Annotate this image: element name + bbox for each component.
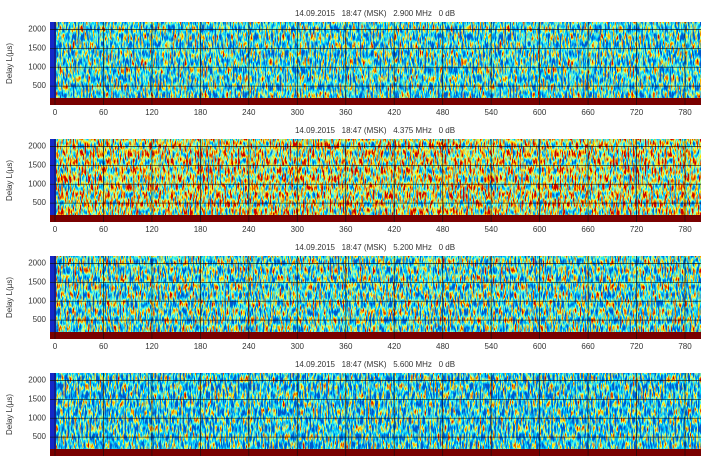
x-tick-label: 120 xyxy=(145,108,159,117)
x-tick-label: 600 xyxy=(533,225,547,234)
y-tick-label: 1000 xyxy=(28,62,46,71)
x-tick-label: 540 xyxy=(484,108,498,117)
bottom-strip xyxy=(50,449,701,456)
y-tick-label: 1500 xyxy=(28,278,46,287)
panel-title: 14.09.2015 18:47 (MSK) 2.900 MHz 0 dB xyxy=(295,9,455,18)
x-tick-label: 780 xyxy=(678,342,692,351)
y-axis-label: Delay L(µs) xyxy=(5,277,14,318)
x-tick-label: 660 xyxy=(581,108,595,117)
x-tick-label: 420 xyxy=(388,225,402,234)
bottom-strip xyxy=(50,98,701,105)
panel-title: 14.09.2015 18:47 (MSK) 5.200 MHz 0 dB xyxy=(295,243,455,252)
y-tick-label: 2000 xyxy=(28,142,46,151)
x-tick-label: 780 xyxy=(678,225,692,234)
y-tick-label: 2000 xyxy=(28,259,46,268)
y-axis-label: Delay L(µs) xyxy=(5,394,14,435)
y-tick-label: 1500 xyxy=(28,395,46,404)
x-tick-label: 480 xyxy=(436,225,450,234)
x-tick-label: 60 xyxy=(99,225,108,234)
x-tick-label: 300 xyxy=(291,225,305,234)
x-tick-label: 180 xyxy=(194,225,208,234)
x-tick-label: 60 xyxy=(99,342,108,351)
x-tick-label: 0 xyxy=(53,225,58,234)
x-tick-label: 120 xyxy=(145,225,159,234)
x-tick-label: 720 xyxy=(630,108,644,117)
spectrogram xyxy=(50,373,701,456)
y-tick-label: 500 xyxy=(33,315,47,324)
x-tick-label: 240 xyxy=(242,342,256,351)
bottom-strip xyxy=(50,215,701,222)
x-tick-label: 600 xyxy=(533,108,547,117)
y-tick-label: 500 xyxy=(33,432,47,441)
y-axis-label: Delay L(µs) xyxy=(5,160,14,201)
x-tick-label: 360 xyxy=(339,225,353,234)
page: 14.09.2015 18:47 (MSK) 2.900 MHz 0 dB Del… xyxy=(0,0,701,459)
y-tick-label: 2000 xyxy=(28,376,46,385)
x-tick-label: 360 xyxy=(339,108,353,117)
y-tick-label: 1500 xyxy=(28,44,46,53)
x-tick-label: 420 xyxy=(388,108,402,117)
y-axis-label: Delay L(µs) xyxy=(5,43,14,84)
spectrogram xyxy=(50,139,701,222)
x-tick-label: 120 xyxy=(145,342,159,351)
y-tick-label: 500 xyxy=(33,81,47,90)
x-tick-label: 180 xyxy=(194,342,208,351)
y-tick-label: 1000 xyxy=(28,296,46,305)
x-tick-label: 360 xyxy=(339,342,353,351)
spectrogram xyxy=(50,256,701,339)
y-tick-label: 1000 xyxy=(28,413,46,422)
x-tick-label: 480 xyxy=(436,342,450,351)
x-tick-label: 300 xyxy=(291,342,305,351)
x-tick-label: 180 xyxy=(194,108,208,117)
x-tick-label: 600 xyxy=(533,342,547,351)
x-tick-label: 540 xyxy=(484,342,498,351)
x-tick-label: 300 xyxy=(291,108,305,117)
panel-title: 14.09.2015 18:47 (MSK) 4.375 MHz 0 dB xyxy=(295,126,455,135)
x-tick-label: 480 xyxy=(436,108,450,117)
x-tick-label: 780 xyxy=(678,108,692,117)
x-tick-label: 660 xyxy=(581,225,595,234)
panel-title: 14.09.2015 18:47 (MSK) 5.600 MHz 0 dB xyxy=(295,360,455,369)
y-tick-label: 2000 xyxy=(28,25,46,34)
x-tick-label: 540 xyxy=(484,225,498,234)
x-tick-label: 720 xyxy=(630,342,644,351)
y-tick-label: 1000 xyxy=(28,179,46,188)
y-tick-label: 1500 xyxy=(28,161,46,170)
x-tick-label: 240 xyxy=(242,225,256,234)
x-tick-label: 60 xyxy=(99,108,108,117)
x-tick-label: 420 xyxy=(388,342,402,351)
bottom-strip xyxy=(50,332,701,339)
x-tick-label: 720 xyxy=(630,225,644,234)
x-tick-label: 0 xyxy=(53,342,58,351)
x-tick-label: 660 xyxy=(581,342,595,351)
spectrogram xyxy=(50,22,701,105)
y-tick-label: 500 xyxy=(33,198,47,207)
x-tick-label: 240 xyxy=(242,108,256,117)
x-tick-label: 0 xyxy=(53,108,58,117)
